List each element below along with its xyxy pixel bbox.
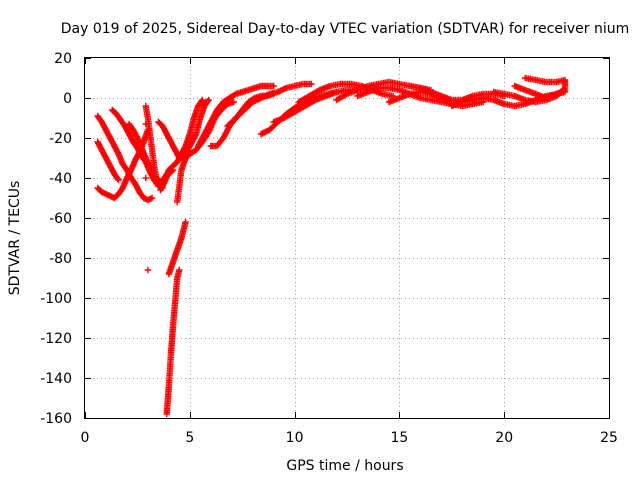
x-tick-label: 10 <box>286 430 304 446</box>
y-tick-label: -40 <box>49 171 72 187</box>
series-arc-v <box>521 74 569 90</box>
y-tick-label: -120 <box>40 331 72 347</box>
series-arc-e <box>125 120 166 192</box>
x-tick-label: 25 <box>600 430 618 446</box>
data-marks <box>94 74 569 418</box>
x-axis-label: GPS time / hours <box>286 458 403 474</box>
axis-ticks <box>85 58 610 419</box>
series-arc-h <box>157 96 206 194</box>
y-tick-label: 20 <box>54 51 72 67</box>
plot-frame <box>84 57 610 419</box>
series-arc-k <box>224 80 315 130</box>
data-point <box>142 174 149 182</box>
data-point <box>114 175 121 182</box>
data-point <box>230 98 238 106</box>
y-tick-label: -80 <box>49 251 72 267</box>
y-tick-label: -140 <box>40 371 72 387</box>
data-point <box>198 98 205 105</box>
y-tick-labels: -160 -140 -120 -100 -80 -60 -40 -20 0 20 <box>40 51 72 427</box>
series-arc-i <box>194 82 277 150</box>
data-point <box>182 218 189 226</box>
chart-title: Day 019 of 2025, Sidereal Day-to-day VTE… <box>61 21 630 37</box>
series-arc-u <box>511 82 569 102</box>
series-arc-a <box>94 112 156 204</box>
y-tick-label: -160 <box>40 411 72 427</box>
y-axis-label: SDTVAR / TECUs <box>7 181 23 296</box>
data-point <box>176 266 183 274</box>
series-arc-b <box>94 138 122 184</box>
series-isolated <box>142 120 152 274</box>
data-point <box>204 98 212 105</box>
data-point <box>115 176 122 184</box>
data-point <box>144 266 152 274</box>
data-point <box>142 120 149 128</box>
series-steep-1 <box>163 266 183 418</box>
series-steep-2 <box>165 218 189 278</box>
data-point <box>199 96 206 104</box>
x-tick-label: 15 <box>390 430 408 446</box>
x-tick-labels: 0 5 10 15 20 25 <box>81 430 618 446</box>
data-point <box>148 194 156 202</box>
data-point <box>561 82 569 90</box>
x-tick-label: 0 <box>81 430 90 446</box>
data-point <box>205 96 212 104</box>
x-tick-label: 5 <box>185 430 194 446</box>
data-point <box>270 82 277 90</box>
y-tick-label: -100 <box>40 291 72 307</box>
series-arc-g <box>155 96 212 162</box>
x-tick-label: 20 <box>495 430 513 446</box>
data-point <box>308 80 315 88</box>
y-tick-label: -20 <box>49 131 72 147</box>
y-tick-label: -60 <box>49 211 72 227</box>
y-tick-label: 0 <box>63 91 72 107</box>
